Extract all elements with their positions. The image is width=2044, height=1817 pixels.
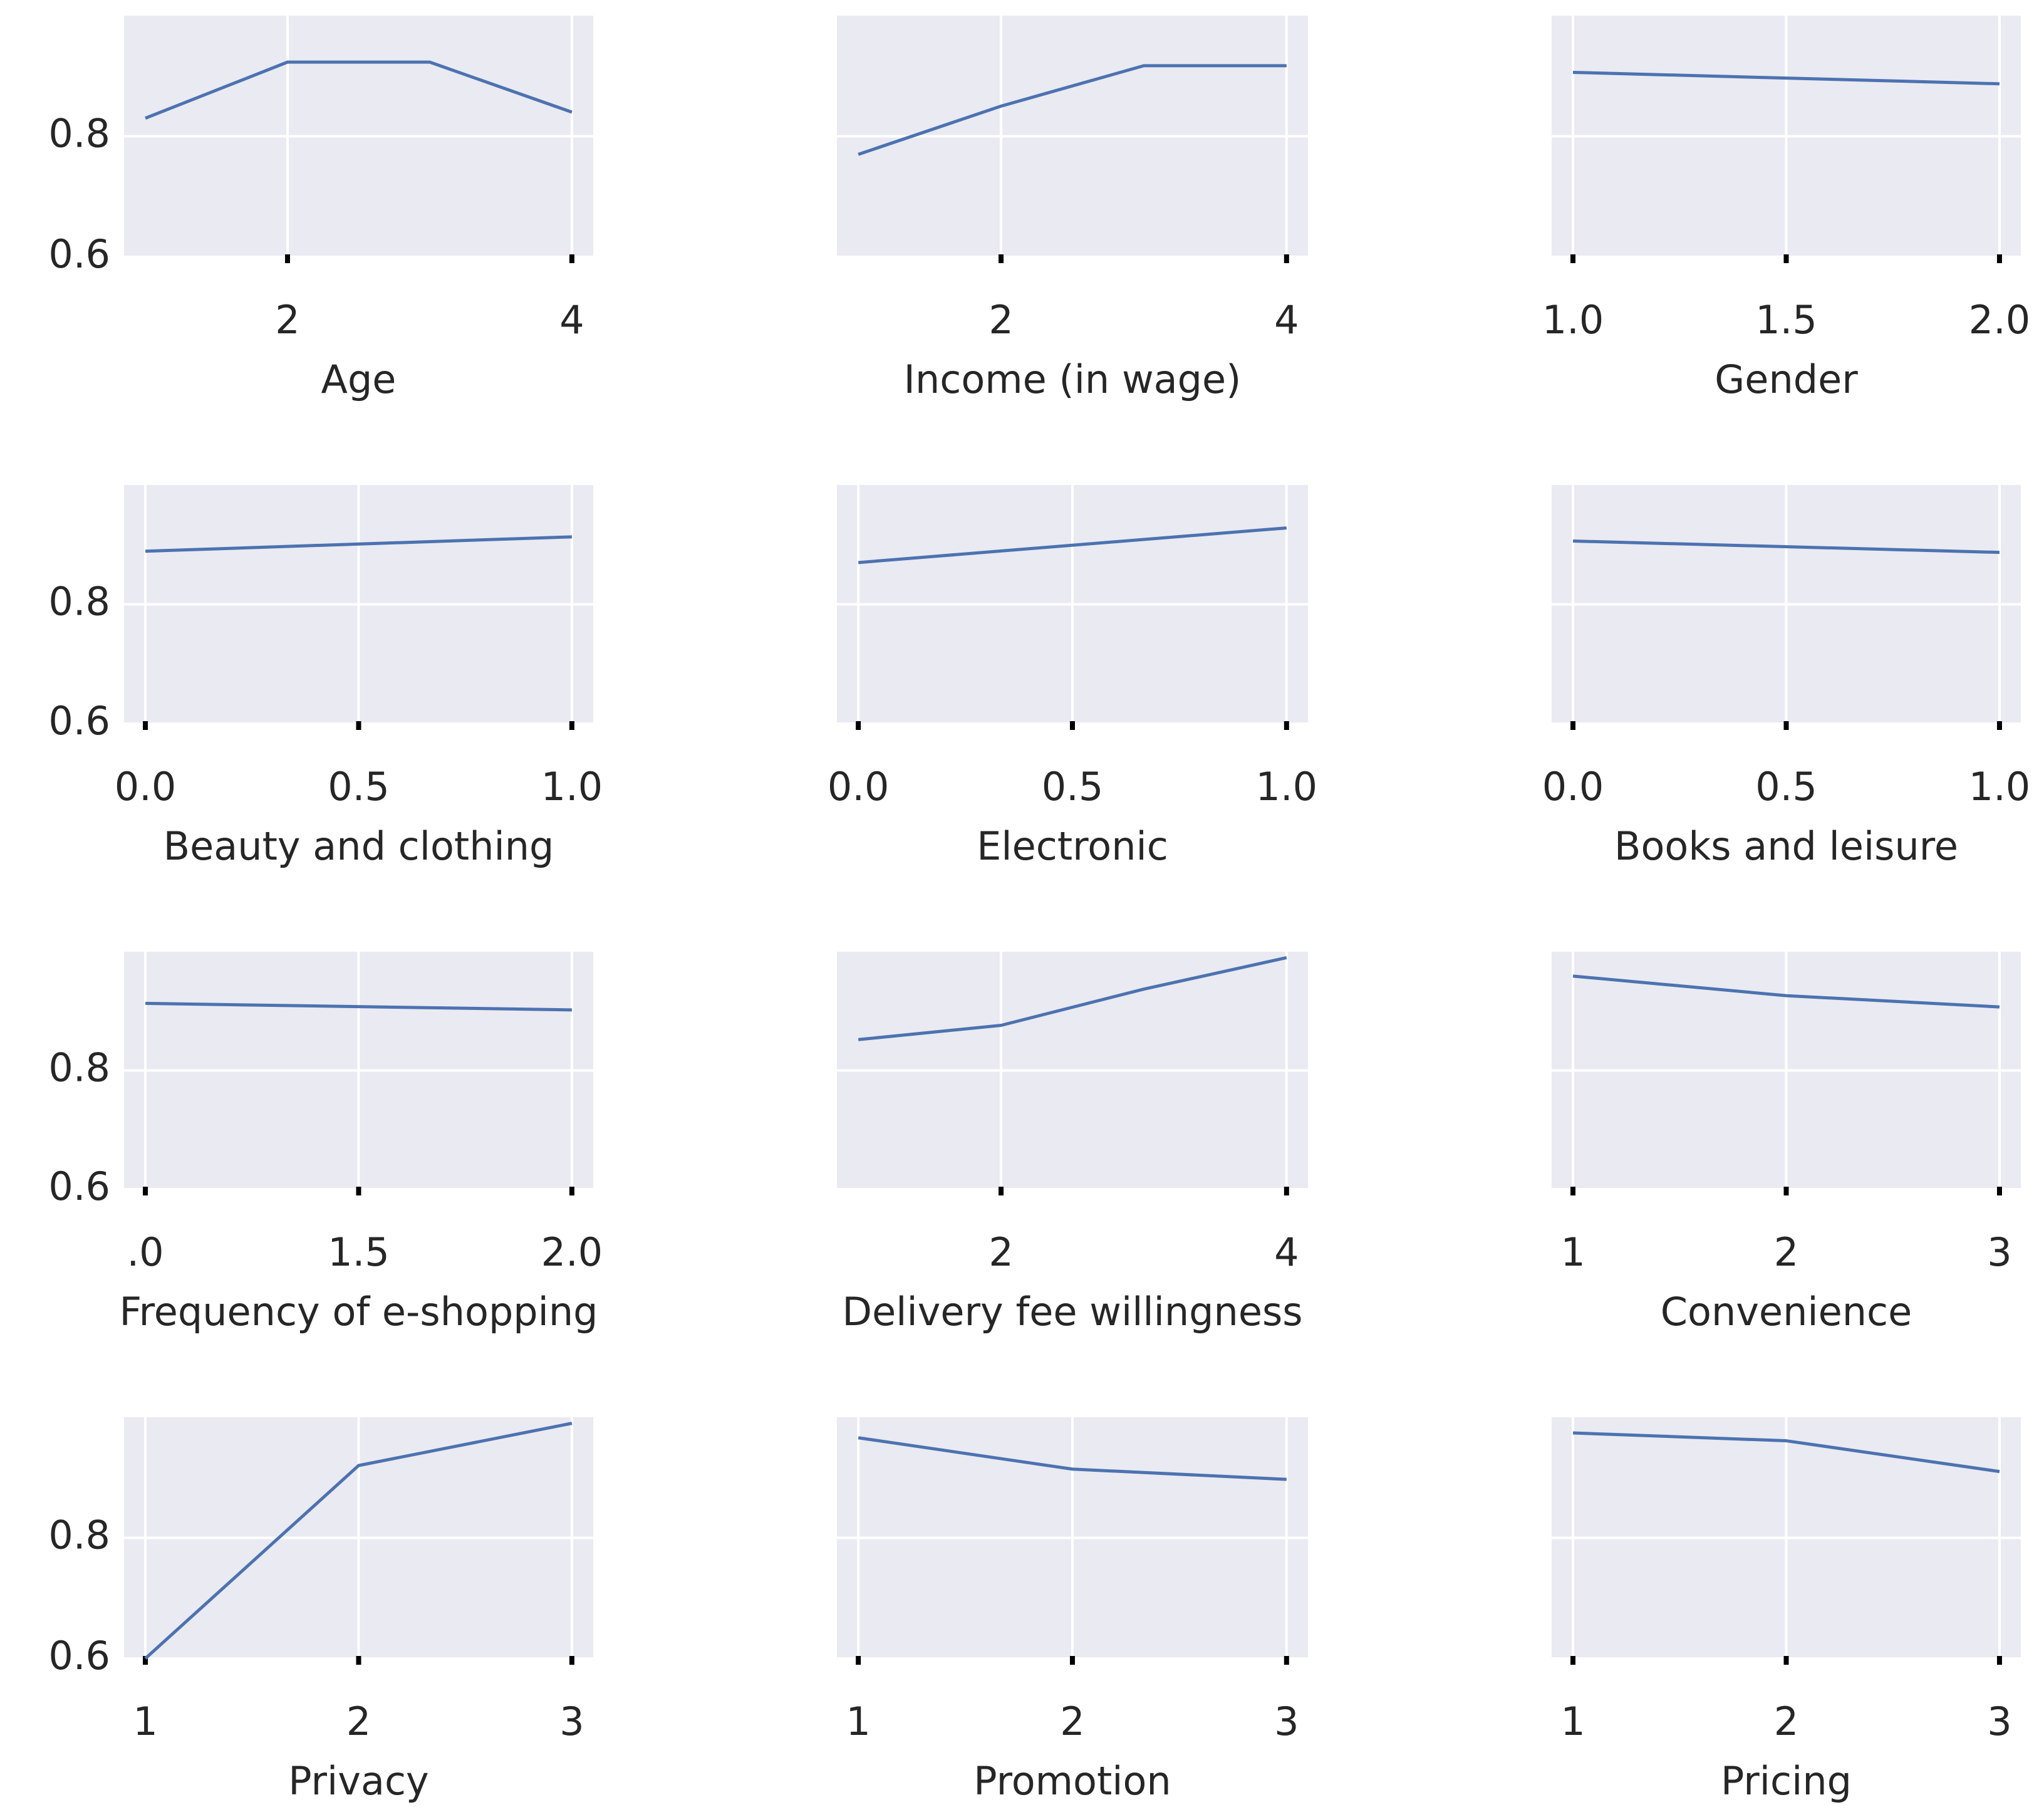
data-line <box>858 1436 1287 1481</box>
x-tick-label: 1.0 <box>1256 764 1318 810</box>
data-line <box>1572 539 2000 554</box>
subplot: 1.0 1.5 2.0 Gender <box>1542 16 2031 402</box>
data-line <box>145 535 573 553</box>
subplot: 0.6 0.8 0.0 0.5 1.0 Beauty and clothing <box>48 485 603 869</box>
x-axis-label: Convenience <box>1661 1289 1912 1335</box>
x-tick-label: 1.0 <box>1969 764 2031 810</box>
data-line <box>858 526 1287 565</box>
x-axis-label: Electronic <box>977 823 1168 869</box>
x-axis-label: Pricing <box>1721 1758 1852 1804</box>
x-axis-label: Gender <box>1715 357 1858 402</box>
x-tick-label: 1 <box>1560 1229 1585 1275</box>
x-tick-label: 2 <box>346 1699 371 1744</box>
x-tick-label: 0.0 <box>827 764 890 810</box>
y-tick-label: 0.8 <box>48 1045 110 1091</box>
y-tick-label: 0.6 <box>48 1164 110 1209</box>
x-axis-label: Age <box>321 357 397 402</box>
x-tick-label: 3 <box>1987 1699 2011 1744</box>
x-tick-label: .0 <box>127 1229 163 1275</box>
x-axis-label: Frequency of e-shopping <box>119 1289 598 1335</box>
x-axis-label: Books and leisure <box>1614 823 1958 869</box>
data-line <box>858 956 1287 1041</box>
x-tick-label: 4 <box>559 297 584 343</box>
x-tick-label: 4 <box>1274 297 1299 343</box>
x-tick-label: 2.0 <box>1969 297 2031 343</box>
x-axis-label: Beauty and clothing <box>163 823 554 869</box>
y-tick-label: 0.8 <box>48 111 110 157</box>
x-tick-label: 0.0 <box>115 764 177 810</box>
x-tick-label: 0.5 <box>1042 764 1104 810</box>
subplot: 0.6 0.8 1 2 3 Privacy <box>48 1417 593 1804</box>
x-tick-label: 2 <box>1774 1699 1798 1744</box>
data-line <box>1572 70 2000 86</box>
x-tick-label: 1.0 <box>541 764 603 810</box>
y-tick-label: 0.6 <box>48 698 110 744</box>
data-line <box>144 1422 573 1660</box>
data-line <box>858 64 1287 156</box>
x-axis-label: Promotion <box>973 1758 1171 1804</box>
x-axis-label: Privacy <box>288 1758 428 1804</box>
x-axis-label: Income (in wage) <box>904 357 1242 402</box>
x-tick-label: 1.5 <box>328 1229 390 1275</box>
x-tick-label: 1.0 <box>1542 297 1604 343</box>
x-tick-label: 4 <box>1274 1229 1299 1275</box>
x-tick-label: 3 <box>1987 1229 2011 1275</box>
x-tick-label: 2 <box>988 297 1013 343</box>
subplot: 0.0 0.5 1.0 Electronic <box>827 485 1317 869</box>
x-tick-label: 3 <box>1274 1699 1299 1744</box>
x-axis-label: Delivery fee willingness <box>842 1289 1302 1335</box>
subplot: 1 2 3 Convenience <box>1552 952 2021 1335</box>
subplot: 1 2 3 Promotion <box>837 1417 1308 1804</box>
x-tick-label: 1.5 <box>1755 297 1817 343</box>
x-tick-label: 2 <box>275 297 299 343</box>
x-tick-label: 1 <box>846 1699 870 1744</box>
x-tick-label: 2.0 <box>541 1229 603 1275</box>
x-tick-label: 3 <box>559 1699 584 1744</box>
subplot: 2 4 Delivery fee willingness <box>837 952 1308 1335</box>
y-tick-label: 0.6 <box>48 231 110 277</box>
data-line <box>1572 1431 2000 1474</box>
data-line <box>1572 974 2000 1009</box>
subplot: 2 4 Income (in wage) <box>837 16 1308 402</box>
x-tick-label: 1 <box>133 1699 157 1744</box>
x-tick-label: 1 <box>1560 1699 1585 1744</box>
x-tick-label: 0.5 <box>1755 764 1817 810</box>
y-tick-label: 0.8 <box>48 1512 110 1558</box>
y-tick-label: 0.6 <box>48 1633 110 1679</box>
x-tick-label: 2 <box>988 1229 1013 1275</box>
x-tick-label: 2 <box>1774 1229 1798 1275</box>
y-tick-label: 0.8 <box>48 579 110 625</box>
subplot: 1 2 3 Pricing <box>1552 1417 2021 1804</box>
x-tick-label: 2 <box>1060 1699 1084 1744</box>
x-tick-label: 0.5 <box>328 764 390 810</box>
x-tick-label: 0.0 <box>1542 764 1604 810</box>
data-line <box>145 60 573 120</box>
subplot: 0.6 0.8 .0 1.5 2.0 Frequency of e-shopping <box>48 952 603 1335</box>
data-line <box>145 1001 572 1012</box>
subplot: 0.6 0.8 2 4 Age <box>48 16 593 402</box>
